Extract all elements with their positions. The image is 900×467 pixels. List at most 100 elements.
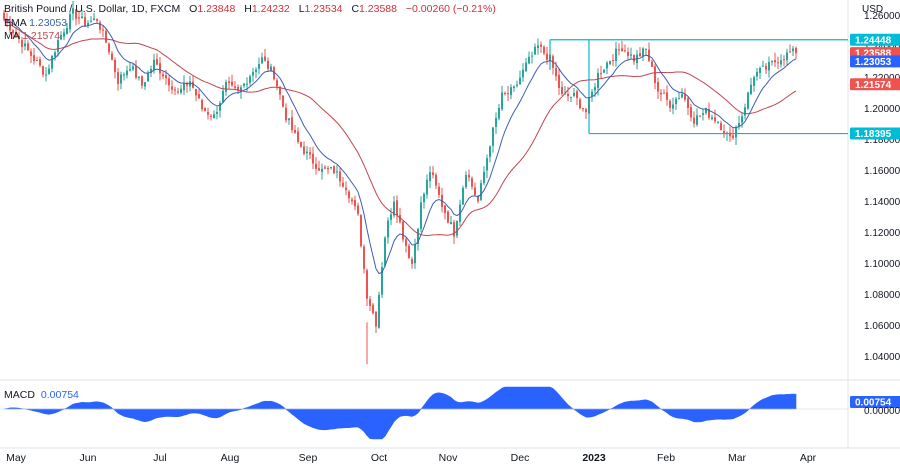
candle-body: [33, 55, 35, 62]
candle-body: [555, 67, 557, 77]
symbol-title: British Pound / U.S. Dollar, 1D, FXCM: [4, 3, 181, 15]
candle-body: [126, 70, 128, 76]
candle-body: [741, 116, 743, 123]
candle-body: [771, 60, 773, 62]
candle-body: [606, 62, 608, 69]
candle-body: [375, 311, 377, 327]
candle-body: [426, 179, 428, 195]
candle-body: [546, 53, 548, 60]
candle-body: [447, 211, 449, 223]
candle-body: [390, 214, 392, 220]
candle-body: [189, 81, 191, 87]
candle-body: [273, 67, 275, 80]
candle-body: [747, 92, 749, 109]
candle-body: [675, 98, 677, 105]
candle-body: [783, 59, 785, 61]
candle-body: [543, 46, 545, 54]
high-label: H: [244, 3, 252, 15]
candle-body: [348, 191, 350, 199]
candle-body: [327, 167, 329, 170]
candle-body: [729, 132, 731, 137]
candle-body: [525, 62, 527, 72]
candle-body: [357, 205, 359, 214]
candle-body: [138, 76, 140, 78]
candle-body: [354, 200, 356, 207]
candle-body: [297, 131, 299, 142]
candle-body: [18, 35, 20, 39]
candle-body: [201, 100, 203, 110]
ema-value: 1.23053: [29, 16, 68, 29]
candle-body: [72, 8, 74, 14]
candle-body: [153, 59, 155, 71]
y-tick-label: 1.08000: [864, 290, 900, 301]
candle-body: [261, 57, 263, 64]
candle-body: [243, 83, 245, 86]
low-value: 1.23534: [304, 3, 343, 15]
candle-body: [711, 117, 713, 120]
open-value: 1.23848: [197, 3, 236, 15]
candle-body: [255, 69, 257, 72]
candle-body: [666, 92, 668, 100]
candle-body: [453, 222, 455, 237]
candle-body: [186, 83, 188, 86]
candle-body: [195, 88, 197, 96]
candle-body: [795, 47, 797, 54]
candle-body: [732, 135, 734, 138]
candle-body: [162, 74, 164, 77]
candle-body: [207, 112, 209, 115]
candle-body: [228, 81, 230, 84]
candle-body: [669, 101, 671, 108]
candle-body: [492, 127, 494, 146]
candle-body: [3, 12, 5, 19]
currency-label: USD: [862, 4, 883, 15]
candle-body: [294, 129, 296, 133]
low-label: L: [298, 3, 305, 15]
candle-body: [132, 66, 134, 70]
candles: [3, 0, 797, 365]
candle-body: [750, 84, 752, 94]
candle-body: [78, 17, 80, 19]
candle-body: [144, 82, 146, 87]
x-tick-label: 2023: [582, 452, 606, 464]
candle-body: [642, 48, 644, 57]
candle-body: [75, 9, 77, 19]
candle-body: [609, 60, 611, 64]
candle-body: [480, 183, 482, 200]
candle-body: [762, 65, 764, 67]
candle-body: [744, 107, 746, 116]
candle-body: [561, 87, 563, 94]
candle-body: [27, 43, 29, 51]
candle-body: [270, 66, 272, 71]
candle-body: [9, 21, 11, 31]
candle-body: [408, 245, 410, 258]
candle-body: [147, 72, 149, 82]
macd-zero-tick: 0.00000: [864, 406, 900, 417]
candle-body: [645, 48, 647, 50]
candle-body: [513, 86, 515, 89]
macd-legend: MACD 0.00754: [4, 389, 79, 401]
candle-body: [54, 52, 56, 57]
candle-body: [420, 202, 422, 229]
candle-body: [681, 94, 683, 98]
candle-body: [654, 66, 656, 84]
candle-body: [474, 187, 476, 196]
candle-body: [672, 104, 674, 109]
candle-body: [318, 168, 320, 171]
candle-body: [768, 61, 770, 71]
candle-body: [648, 49, 650, 61]
candle-body: [429, 172, 431, 182]
candle-body: [45, 74, 47, 76]
candle-body: [615, 48, 617, 61]
candle-body: [402, 221, 404, 240]
candle-body: [594, 87, 596, 91]
candle-body: [99, 22, 101, 30]
candle-body: [393, 201, 395, 216]
candle-body: [51, 55, 53, 69]
x-axis: May Jun Jul Aug Sep Oct Nov Dec 2023 Feb Mar Apr: [6, 452, 817, 464]
x-tick-label: Dec: [511, 452, 530, 464]
candle-body: [42, 66, 44, 75]
candle-body: [522, 69, 524, 78]
macd-area: [3, 386, 797, 440]
candle-body: [222, 90, 224, 103]
